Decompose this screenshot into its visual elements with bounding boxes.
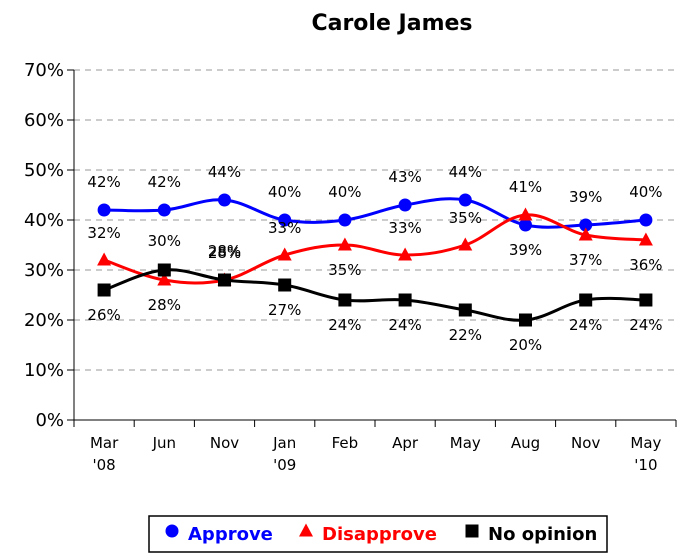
y-tick-label: 60% bbox=[24, 110, 64, 131]
data-point-no-opinion bbox=[579, 293, 593, 307]
x-tick-label: May bbox=[450, 434, 481, 452]
data-point-no-opinion bbox=[458, 303, 472, 317]
x-tick-label: Mar '08 bbox=[90, 434, 119, 474]
data-label-approve: 44% bbox=[449, 163, 482, 181]
data-point-approve bbox=[519, 218, 532, 232]
data-label-approve: 43% bbox=[388, 168, 421, 186]
data-label-disapprove: 33% bbox=[268, 219, 301, 237]
data-label-no-opinion: 26% bbox=[87, 306, 120, 324]
data-label-disapprove: 28% bbox=[208, 244, 241, 262]
data-point-no-opinion bbox=[338, 293, 352, 307]
data-label-approve: 40% bbox=[268, 183, 301, 201]
data-point-approve bbox=[97, 203, 111, 217]
data-point-approve bbox=[639, 213, 653, 227]
data-point-disapprove bbox=[518, 207, 533, 221]
data-label-no-opinion: 24% bbox=[388, 316, 421, 334]
legend-marker-no-opinion bbox=[465, 524, 479, 538]
data-labels: 42% 42% 44% 40% 40% 43% 44% 39% 39% 40% 32% 28% 28% 3… bbox=[87, 163, 662, 354]
data-point-disapprove bbox=[398, 247, 413, 261]
legend: Approve Disapprove No opinion bbox=[148, 515, 608, 553]
y-tick-label: 70% bbox=[24, 60, 64, 81]
legend-label-disapprove: Disapprove bbox=[322, 524, 437, 545]
legend-box bbox=[148, 515, 608, 553]
data-label-no-opinion: 28% bbox=[208, 242, 241, 260]
data-label-disapprove: 35% bbox=[449, 209, 482, 227]
x-tick-label: Nov bbox=[571, 434, 600, 452]
data-label-approve: 42% bbox=[87, 173, 120, 191]
y-tick-label: 20% bbox=[24, 310, 64, 331]
data-label-disapprove: 33% bbox=[388, 219, 421, 237]
data-point-disapprove bbox=[578, 227, 593, 241]
data-point-no-opinion bbox=[278, 278, 292, 292]
legend-label-approve: Approve bbox=[188, 524, 273, 545]
data-label-disapprove: 28% bbox=[148, 296, 181, 314]
data-label-no-opinion: 24% bbox=[569, 316, 602, 334]
data-label-no-opinion: 20% bbox=[509, 336, 542, 354]
legend-marker-approve bbox=[165, 524, 179, 538]
data-label-approve: 39% bbox=[569, 188, 602, 206]
y-tick-label: 40% bbox=[24, 210, 64, 231]
series-layer bbox=[97, 193, 653, 327]
y-tick-label: 10% bbox=[24, 360, 64, 381]
data-point-no-opinion bbox=[97, 283, 111, 297]
data-label-disapprove: 41% bbox=[509, 178, 542, 196]
data-point-disapprove bbox=[638, 232, 653, 246]
legend-label-no-opinion: No opinion bbox=[488, 524, 597, 545]
data-label-no-opinion: 22% bbox=[449, 326, 482, 344]
y-tick-label: 30% bbox=[24, 260, 64, 281]
data-label-disapprove: 36% bbox=[629, 256, 662, 274]
data-label-approve: 40% bbox=[629, 183, 662, 201]
chart-title: Carole James bbox=[311, 11, 472, 36]
data-label-disapprove: 37% bbox=[569, 251, 602, 269]
x-tick-label: May '10 bbox=[630, 434, 661, 474]
data-label-no-opinion: 24% bbox=[629, 316, 662, 334]
data-point-no-opinion bbox=[157, 263, 171, 277]
data-label-disapprove: 32% bbox=[87, 224, 120, 242]
x-tick-label: Feb bbox=[332, 434, 359, 452]
data-point-approve bbox=[278, 213, 292, 227]
y-tick-label: 0% bbox=[35, 410, 64, 431]
data-point-no-opinion bbox=[519, 313, 532, 327]
data-point-no-opinion bbox=[398, 293, 412, 307]
x-tick-label: Jun bbox=[152, 434, 176, 452]
data-point-approve bbox=[218, 193, 231, 207]
data-point-approve bbox=[579, 218, 593, 232]
x-tick-label: Nov bbox=[210, 434, 239, 452]
y-tick-label: 50% bbox=[24, 160, 64, 181]
series-line-approve bbox=[104, 197, 647, 229]
data-point-approve bbox=[398, 198, 412, 212]
data-label-no-opinion: 24% bbox=[328, 316, 361, 334]
data-point-approve bbox=[157, 203, 171, 217]
data-point-disapprove bbox=[157, 272, 172, 286]
data-label-no-opinion: 27% bbox=[268, 301, 301, 319]
data-point-no-opinion bbox=[218, 273, 231, 287]
axes: 0% 10% 20% 30% 40% 50% 60% 70% Mar '08 Jun Nov Jan '0… bbox=[24, 60, 677, 474]
data-point-approve bbox=[338, 213, 352, 227]
data-label-approve: 42% bbox=[148, 173, 181, 191]
x-tick-label: Aug bbox=[511, 434, 540, 452]
gridlines bbox=[74, 69, 676, 371]
data-label-approve: 44% bbox=[208, 163, 241, 181]
data-point-approve bbox=[458, 193, 472, 207]
data-point-no-opinion bbox=[639, 293, 653, 307]
x-tick-label: Jan '09 bbox=[272, 434, 296, 474]
x-tick-label: Apr bbox=[392, 434, 419, 452]
series-line-no-opinion bbox=[103, 268, 646, 322]
data-point-disapprove bbox=[458, 237, 473, 251]
legend-marker-disapprove bbox=[299, 523, 313, 537]
data-point-disapprove bbox=[277, 247, 292, 261]
data-label-no-opinion: 30% bbox=[148, 232, 181, 250]
data-label-approve: 39% bbox=[509, 241, 542, 259]
data-point-disapprove bbox=[337, 237, 352, 251]
series-line-disapprove bbox=[103, 213, 647, 285]
data-label-disapprove: 35% bbox=[328, 261, 361, 279]
data-label-approve: 40% bbox=[328, 183, 361, 201]
data-point-disapprove bbox=[97, 252, 112, 266]
